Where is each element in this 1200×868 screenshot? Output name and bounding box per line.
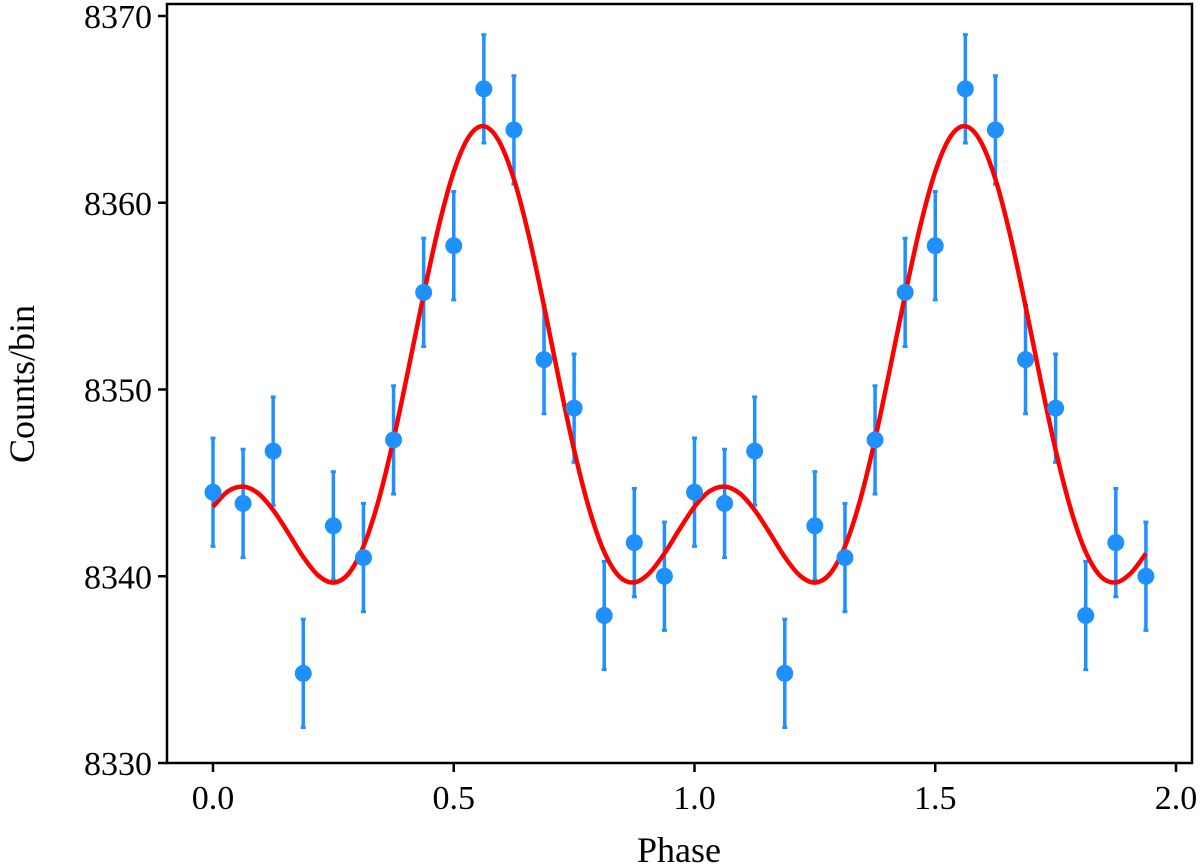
data-point — [1047, 399, 1065, 417]
y-axis-ticks: 8330 8340 8350 8360 8370 — [84, 0, 167, 783]
data-point — [294, 664, 312, 682]
x-axis-label: Phase — [637, 830, 721, 868]
data-point — [415, 283, 433, 301]
data-point — [324, 517, 342, 535]
data-point — [354, 549, 372, 567]
x-tick-label: 0.0 — [192, 780, 235, 817]
data-point — [836, 549, 854, 567]
data-point — [1017, 351, 1035, 369]
y-tick-label: 8330 — [84, 746, 152, 783]
data-point — [655, 567, 673, 585]
data-point — [1137, 567, 1155, 585]
plot-marks — [204, 33, 1155, 730]
y-tick-label: 8360 — [84, 186, 152, 223]
x-tick-label: 1.0 — [673, 780, 716, 817]
data-point — [896, 283, 914, 301]
x-tick-label: 2.0 — [1155, 780, 1198, 817]
data-point — [956, 80, 974, 98]
data-point — [1107, 534, 1125, 552]
data-point — [746, 442, 764, 460]
y-tick-label: 8350 — [84, 373, 152, 410]
data-point — [385, 431, 403, 449]
y-tick-label: 8370 — [84, 0, 152, 36]
data-point — [264, 442, 282, 460]
x-tick-label: 0.5 — [433, 780, 476, 817]
data-point — [204, 483, 222, 501]
x-axis-ticks: 0.0 0.5 1.0 1.5 2.0 — [192, 763, 1198, 817]
plot-frame — [165, 2, 1194, 765]
y-tick-label: 8340 — [84, 559, 152, 596]
x-tick-label: 1.5 — [914, 780, 957, 817]
data-point — [625, 534, 643, 552]
data-point — [776, 664, 794, 682]
model-fit-curve — [211, 123, 1148, 585]
data-point — [475, 80, 493, 98]
data-point — [806, 517, 824, 535]
data-point — [565, 399, 583, 417]
data-point — [445, 237, 463, 255]
data-point — [535, 351, 553, 369]
data-point — [986, 121, 1004, 139]
data-point — [686, 483, 703, 501]
data-point — [716, 494, 734, 512]
y-axis-label: Counts/bin — [2, 305, 42, 463]
data-point — [234, 494, 252, 512]
data-point — [595, 606, 613, 624]
data-point — [866, 431, 884, 449]
data-point — [1077, 606, 1095, 624]
data-point — [926, 237, 944, 255]
data-point — [505, 121, 523, 139]
